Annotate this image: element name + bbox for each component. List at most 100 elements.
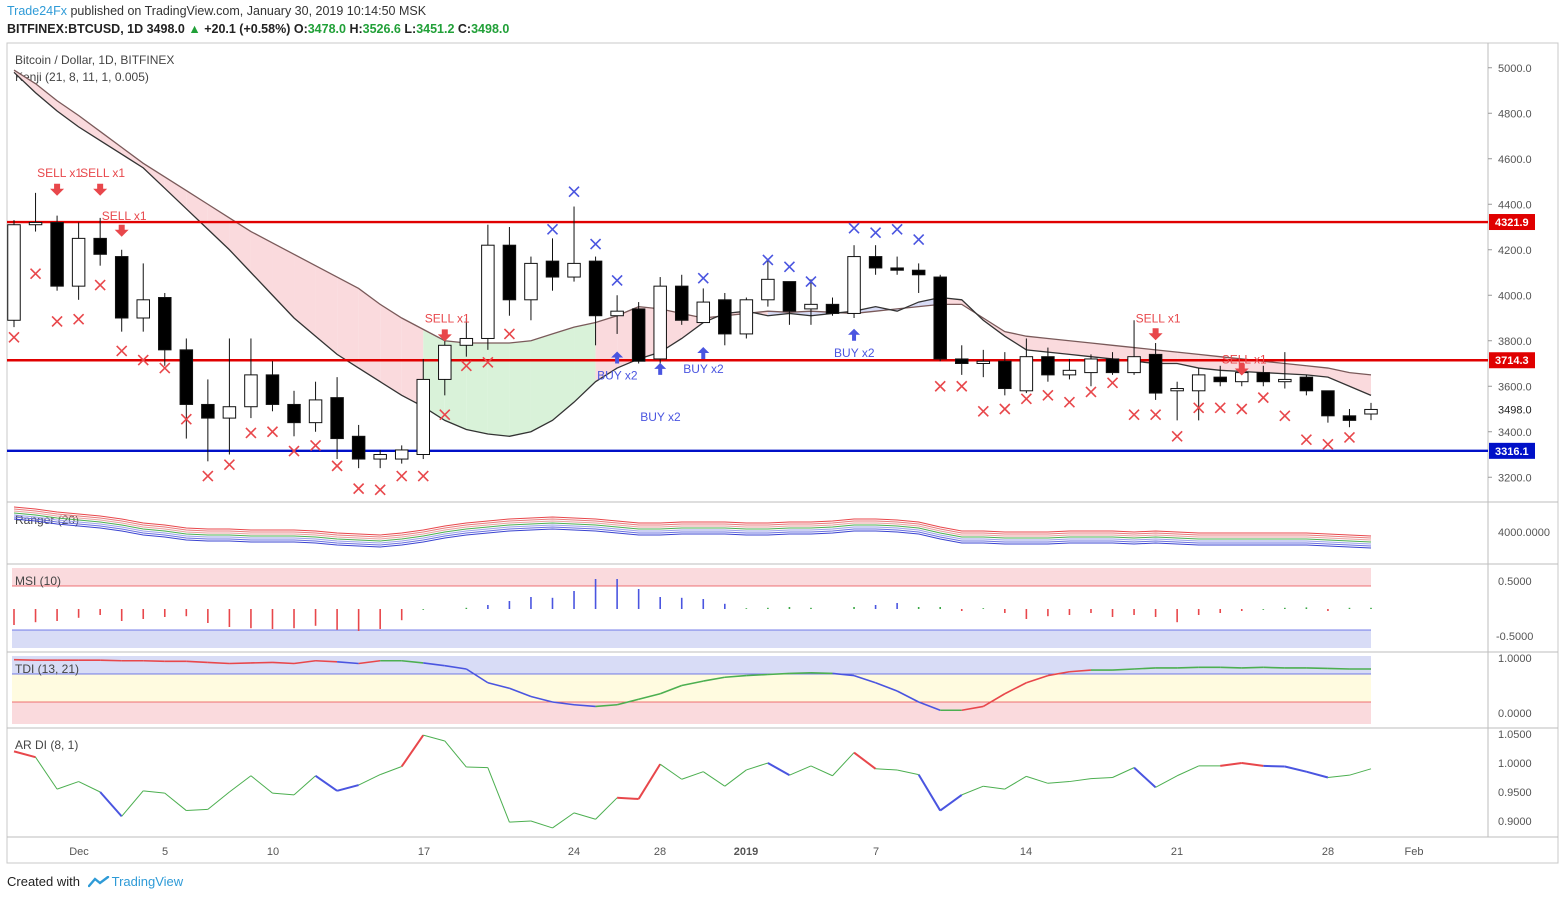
buy-signal-label: BUY x2 [834,346,875,360]
tdi-line-segment [1220,666,1242,669]
tdi-line-segment [1112,668,1135,671]
ardi-line-segment [1241,762,1264,767]
candle-body [718,299,732,335]
sell-x-marker [1236,403,1248,415]
tdi-line-segment [1134,667,1156,670]
ardi-line-segment [487,767,510,823]
candle-body [50,221,64,287]
tdi-line-segment [1327,667,1350,670]
low-value: 3451.2 [416,22,455,36]
ranger-band-line [13,514,1372,545]
ardi-line-segment [767,762,790,777]
candle-body [631,308,646,362]
buy-x-marker [783,261,795,273]
tradingview-link[interactable]: TradingView [111,874,184,889]
tdi-line-segment [1069,669,1092,673]
y-tick-label: 4000.0000 [1498,527,1550,539]
ardi-line-segment [1133,766,1157,789]
tdi-line-segment [315,659,338,663]
ardi-line-segment [637,763,662,800]
y-tick-label: 1.0500 [1498,729,1532,741]
tdi-line-segment [1047,670,1070,677]
ardi-line-segment [702,771,726,787]
tdi-line-segment [659,684,683,695]
y-tick-label: 4000.0 [1498,290,1532,302]
candle-body [1364,408,1378,415]
ardi-line-segment [400,734,425,768]
ardi-line-segment [186,808,208,812]
buy-x-marker [805,276,817,288]
pane-title: TDI (13, 21) [15,662,79,676]
candle-body [265,374,280,405]
kenji-cloud-segment [57,100,79,127]
tdi-mid-zone [12,674,1371,702]
candle-body [1256,372,1271,383]
ardi-line-segment [1349,768,1372,776]
sell-x-marker [180,413,192,425]
candle-body [1062,369,1077,376]
price-tag-label: 3714.3 [1495,355,1529,367]
created-with-text: Created with [7,874,80,889]
sell-signal-label: SELL x1 [80,166,125,180]
tdi-line-segment [703,676,725,682]
sell-signal-label: SELL x1 [425,312,470,326]
symbol-label: BITFINEX:BTCUSD, 1D [7,22,144,36]
candle-body [287,403,301,424]
x-tick-label: 28 [654,846,666,858]
close-value: 3498.0 [471,22,510,36]
kenji-cloud-segment [315,265,338,355]
candle-body [1342,415,1357,421]
ardi-line-segment [1090,777,1113,780]
ardi-line-segment [78,781,101,793]
ardi-line-segment [530,820,553,829]
tdi-line-segment [1241,666,1264,669]
kenji-line-fast [13,69,1372,376]
ardi-line-segment [13,750,36,759]
x-tick-label: 2019 [734,846,758,858]
price-tag-resistance [1489,352,1535,369]
sell-x-marker [1128,409,1140,421]
kenji-cloud-segment [1198,354,1221,371]
candle-body [308,399,323,424]
msi-oversold-zone [12,630,1371,648]
ardi-line-segment [832,752,855,777]
tdi-bottom-zone [12,702,1371,724]
candle-body [1019,356,1034,392]
tdi-line-segment [552,701,575,706]
ardi-line-segment [1220,762,1242,767]
tdi-line-segment [853,674,876,684]
sell-x-marker [1343,431,1356,444]
sell-x-marker [1322,438,1334,450]
sell-x-marker [1150,409,1162,421]
tdi-line-segment [595,703,618,708]
price-tag-resistance [1489,214,1535,231]
kenji-cloud-segment [337,277,359,369]
ardi-line-segment [293,775,316,796]
ardi-line-segment [1047,781,1070,784]
ardi-line-segment [746,762,769,771]
tdi-line-segment [1263,666,1285,669]
publisher-name[interactable]: Trade24Fx [7,4,67,18]
sell-x-marker [137,354,149,366]
sell-x-marker [8,331,20,343]
sell-x-marker [29,268,42,280]
ardi-line-segment [444,740,467,768]
ardi-line-segment [1284,765,1307,773]
ardi-line-segment [724,769,747,787]
candle-body [911,269,926,276]
ardi-line-segment [143,790,165,794]
high-value: 3526.6 [362,22,401,36]
buy-x-marker [546,223,559,235]
last-price: 3498.0 [146,22,185,36]
ardi-line-segment [875,768,898,771]
kenji-cloud-segment [552,327,575,421]
tdi-line-segment [207,661,230,665]
sell-x-marker [1063,396,1076,408]
x-tick-label: Feb [1405,846,1424,858]
kenji-cloud-segment [1047,338,1070,355]
x-tick-label: 5 [162,846,168,858]
price-tag-label: 4321.9 [1495,217,1529,229]
tdi-line-segment [638,692,661,701]
ardi-line-segment [595,797,618,820]
